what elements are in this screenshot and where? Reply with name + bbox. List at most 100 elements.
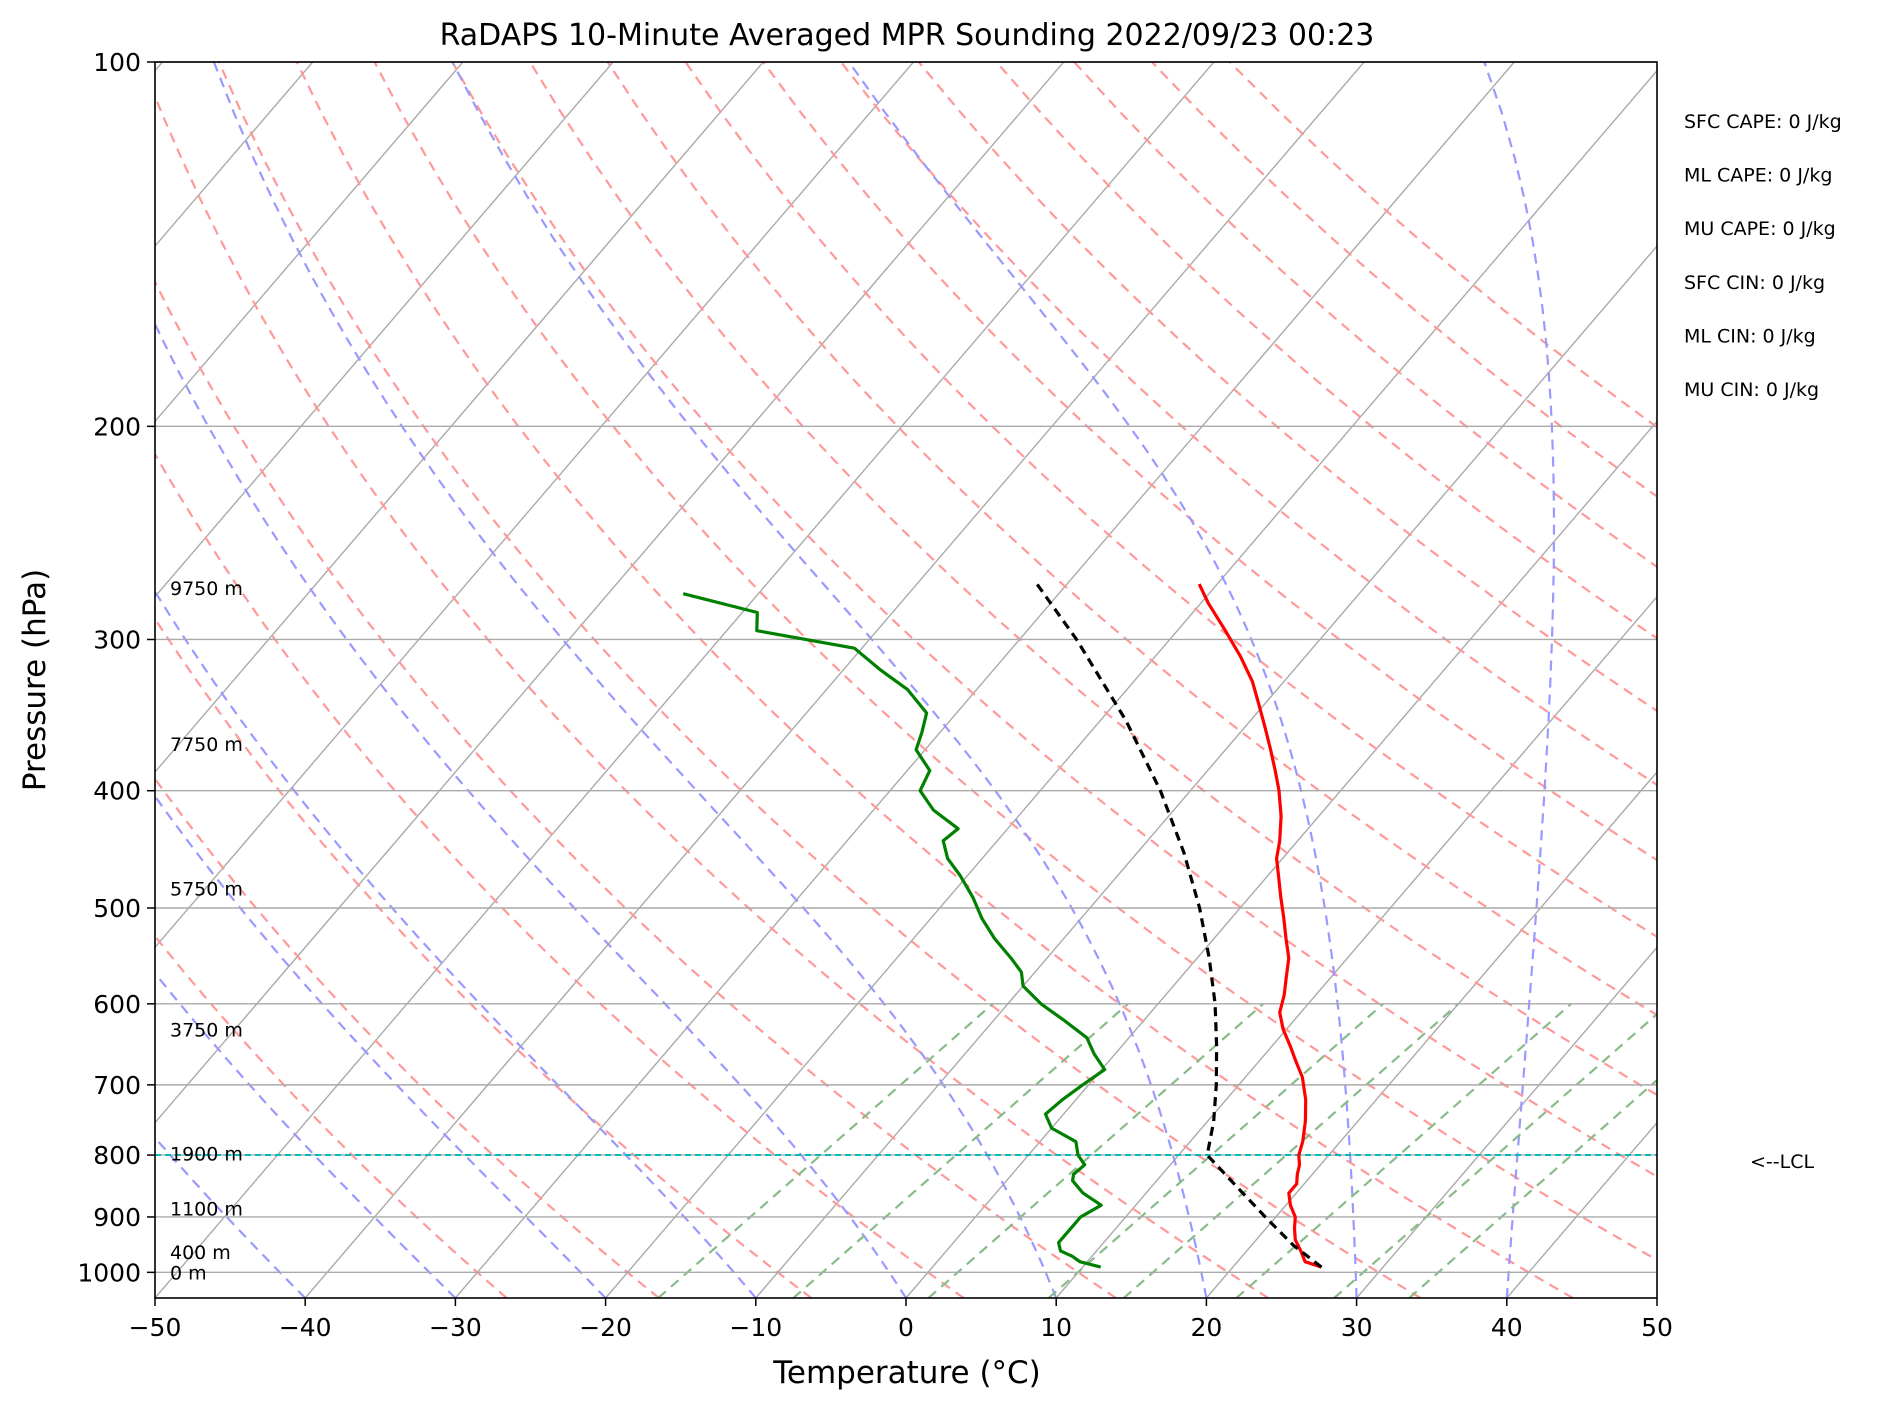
x-tick-label: 0 <box>898 1313 914 1342</box>
dry-adiabat-line <box>917 62 1657 713</box>
isotherm-line <box>155 62 1065 1124</box>
y-tick-label: 700 <box>93 1071 141 1100</box>
mixing-ratio-lines <box>657 1002 1657 1298</box>
y-tick-label: 900 <box>93 1203 141 1232</box>
x-tick-label: 20 <box>1190 1313 1222 1342</box>
height-label: 5750 m <box>170 879 243 901</box>
isotherm-line <box>605 69 1657 1298</box>
dry-adiabat-line <box>1073 62 1657 569</box>
height-label: 1900 m <box>170 1144 243 1166</box>
moist-adiabat-line <box>212 62 1058 1298</box>
plot-frame <box>154 61 1658 1299</box>
y-tick-label: 200 <box>93 412 141 441</box>
profile-series <box>682 583 1323 1269</box>
dewpoint-profile-line <box>682 592 1107 1269</box>
isotherm-lines <box>0 62 1657 1298</box>
dry-adiabat-line <box>1228 62 1657 429</box>
dry-adiabat-line <box>451 62 1657 1178</box>
mixing-ratio-line <box>1333 1012 1657 1298</box>
isotherm-line <box>304 62 1365 1298</box>
y-tick-label: 800 <box>93 1141 141 1170</box>
pressure-grid-lines <box>155 61 1657 1274</box>
height-label: 3750 m <box>170 1019 243 1041</box>
moist-adiabat-line <box>155 971 457 1298</box>
mixing-ratio-line <box>1047 1002 1385 1298</box>
x-tick-label: −40 <box>279 1313 332 1342</box>
dry-adiabat-line <box>295 62 1574 1298</box>
x-axis-ticks: −50 −40 −30 −20 −10 0 10 20 30 40 50 <box>129 1298 1673 1342</box>
dry-adiabat-line <box>155 279 1117 1298</box>
height-labels: 9750 m 7750 m 5750 m 3750 m 1900 m 1100 m 400 … <box>170 578 243 1284</box>
lcl-label: <--LCL <box>1750 1151 1814 1173</box>
x-tick-label: −30 <box>429 1313 482 1342</box>
isotherm-line <box>905 420 1657 1298</box>
stability-index-text: SFC CIN: 0 J/kg <box>1684 272 1825 294</box>
dry-adiabat-line <box>155 452 965 1298</box>
mixing-ratio-line <box>657 1002 994 1298</box>
isotherm-line <box>1506 1121 1657 1298</box>
x-tick-label: −10 <box>729 1313 782 1342</box>
moist-adiabat-line <box>155 1136 306 1298</box>
x-tick-label: 50 <box>1641 1313 1673 1342</box>
isotherm-line <box>155 62 1215 1298</box>
parcel-profile-line <box>1035 583 1323 1269</box>
height-label: 1100 m <box>170 1199 243 1221</box>
stability-index-text: MU CAPE: 0 J/kg <box>1684 218 1836 240</box>
moist-adiabat-line <box>1483 62 1556 1298</box>
isotherm-line <box>155 62 614 598</box>
height-label: 0 m <box>170 1262 207 1284</box>
mixing-ratio-line <box>792 1002 1129 1298</box>
chart-title: RaDAPS 10-Minute Averaged MPR Sounding 2… <box>440 18 1375 53</box>
x-axis-label: Temperature (°C) <box>772 1355 1041 1391</box>
dry-adiabat-line <box>995 62 1657 640</box>
dry-adiabat-line <box>155 616 812 1298</box>
y-axis-ticks: 1000 900 800 700 600 500 400 300 200 100 <box>77 48 155 1287</box>
y-axis-label: Pressure (hPa) <box>17 569 53 791</box>
isotherm-line <box>0 62 12 1298</box>
y-tick-label: 400 <box>93 777 141 806</box>
isotherm-line <box>155 62 915 949</box>
stability-index-text: SFC CAPE: 0 J/kg <box>1684 111 1842 133</box>
mixing-ratio-line <box>927 1002 1264 1298</box>
moist-adiabat-line <box>848 62 1358 1298</box>
stability-indices: SFC CAPE: 0 J/kg ML CAPE: 0 J/kg MU CAPE: … <box>1684 111 1842 401</box>
moist-adiabat-line <box>451 62 1208 1298</box>
dry-adiabat-line <box>1151 62 1657 498</box>
isotherm-line <box>454 62 1515 1298</box>
isotherm-line <box>1656 1296 1657 1298</box>
y-tick-label: 100 <box>93 48 141 77</box>
x-tick-label: 10 <box>1040 1313 1072 1342</box>
moist-adiabat-lines <box>155 62 1556 1298</box>
isotherm-line <box>155 62 464 423</box>
moist-adiabat-line <box>155 589 757 1298</box>
moist-adiabat-line <box>155 794 607 1298</box>
dry-adiabat-line <box>155 934 508 1298</box>
x-tick-label: −20 <box>579 1313 632 1342</box>
stability-index-text: MU CIN: 0 J/kg <box>1684 379 1819 401</box>
height-label: 9750 m <box>170 578 243 600</box>
mixing-ratio-line <box>1235 1002 1572 1298</box>
mixing-ratio-line <box>1408 1078 1657 1298</box>
isotherm-line <box>755 244 1657 1298</box>
stability-index-text: ML CIN: 0 J/kg <box>1684 325 1816 347</box>
dry-adiabat-line <box>373 62 1657 1262</box>
temperature-profile-line <box>1197 583 1323 1269</box>
mixing-ratio-line <box>1123 1002 1460 1298</box>
dry-adiabat-line <box>155 777 660 1298</box>
moist-adiabat-line <box>155 321 907 1298</box>
isotherm-line <box>1055 595 1657 1298</box>
y-tick-label: 1000 <box>77 1258 141 1287</box>
y-tick-label: 300 <box>93 625 141 654</box>
isotherm-line <box>1205 770 1657 1298</box>
dry-adiabat-line <box>762 62 1657 862</box>
x-tick-label: −50 <box>129 1313 182 1342</box>
dry-adiabat-line <box>684 62 1657 939</box>
dry-adiabat-line <box>217 62 1422 1298</box>
stability-index-text: ML CAPE: 0 J/kg <box>1684 165 1832 187</box>
dry-adiabat-line <box>155 93 1269 1298</box>
x-tick-label: 40 <box>1491 1313 1523 1342</box>
height-label: 7750 m <box>170 734 243 756</box>
y-tick-label: 600 <box>93 990 141 1019</box>
isotherm-line <box>155 62 764 774</box>
